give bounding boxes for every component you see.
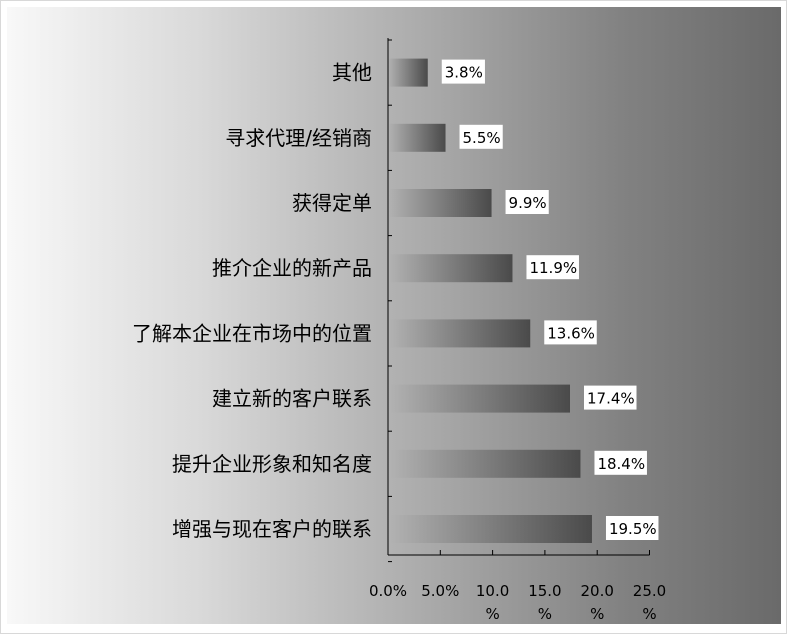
value-label-box [605,516,659,540]
value-label: 3.8% [445,64,483,82]
value-label: 19.5% [609,520,657,538]
value-label: 9.9% [509,194,547,212]
value-label: 5.5% [463,129,501,147]
x-tick-label: 25.0 [633,582,666,600]
x-tick-label: % [485,605,499,623]
category-label: 提升企业形象和知名度 [172,452,372,476]
value-label-box [584,385,637,410]
x-tick-label: 15.0 [528,582,561,600]
value-label-box [544,320,597,345]
bar [388,254,513,283]
value-label-box [594,450,647,475]
category-label: 寻求代理/经销商 [225,126,372,150]
value-label-box [441,59,485,84]
x-tick-label: 0.0% [369,582,407,600]
x-tick-label: % [590,605,604,623]
x-tick-label: 20.0 [580,582,613,600]
bar [388,58,428,87]
value-label: 17.4% [587,390,635,408]
x-tick-label: % [538,605,552,623]
bar [388,449,581,478]
value-label-box [505,190,549,214]
value-label: 13.6% [547,324,595,342]
x-tick-label: % [642,605,656,623]
value-label-box [526,255,579,280]
category-label: 其他 [332,61,372,85]
value-label: 11.9% [529,259,577,277]
category-label: 获得定单 [292,191,372,215]
category-label: 推介企业的新产品 [212,256,372,280]
bar [388,384,571,413]
value-label-box [459,124,503,149]
axes [387,38,650,563]
category-label: 增强与现在客户的联系 [172,517,372,541]
value-label: 18.4% [597,455,645,473]
bar [388,123,446,152]
bar [388,515,592,543]
bar [388,319,531,348]
bars [388,58,592,543]
x-tick-label: 10.0 [476,582,509,600]
labels: 0.0% 5.0% 10.0% 15.0% 20.0% 25.0% 其他 3.8% 寻求代理/经… [132,59,666,623]
x-tick-label: 5.0% [421,582,459,600]
category-label: 建立新的客户联系 [212,387,372,411]
category-label: 了解本企业在市场中的位置 [132,321,372,345]
bar [388,189,492,217]
